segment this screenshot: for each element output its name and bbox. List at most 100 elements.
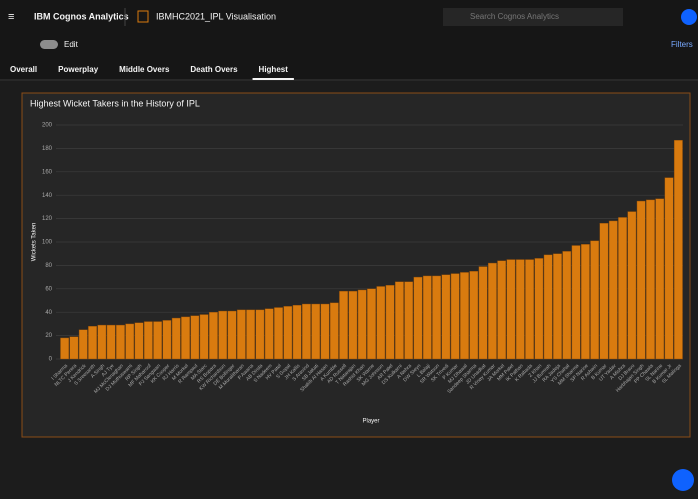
bar [106,324,116,360]
bar [134,322,144,360]
bar [655,198,665,360]
bar [376,286,386,360]
y-tick-label: 80 [45,263,52,269]
report-icon [137,10,149,23]
menu-icon[interactable]: ≡ [8,11,14,23]
tab[interactable]: Highest [259,65,289,74]
y-tick-label: 200 [42,123,53,129]
y-tick-label: 140 [42,193,53,199]
bar [348,290,358,360]
y-tick-label: 0 [49,357,53,363]
chat-button[interactable] [672,469,694,491]
y-tick-label: 60 [45,286,52,292]
report-name[interactable]: IBMHC2021_IPL Visualisation [156,11,276,21]
brand: IBM Cognos Analytics [34,11,129,21]
y-axis-label: Wickets Taken [32,223,38,262]
bar [580,244,590,360]
bar [339,290,348,360]
bar [274,307,283,360]
bar [627,211,637,360]
bar [497,260,507,360]
y-tick-label: 120 [42,216,53,222]
chart-panel [21,92,691,438]
y-tick-label: 20 [45,333,52,339]
search-placeholder: Search Cognos Analytics [470,12,559,21]
bar [292,304,302,360]
bar [487,262,497,360]
bar [218,310,228,360]
search-box[interactable] [443,8,623,26]
y-tick-label: 40 [45,310,52,316]
bar [534,258,544,360]
bar [599,223,609,360]
bar [413,276,423,360]
avatar[interactable] [681,9,697,25]
x-axis-label: Player [362,419,379,425]
bar [320,303,330,360]
bar [171,317,181,360]
bar [255,309,265,360]
bar [515,259,525,360]
bar [432,275,441,360]
tab[interactable]: Middle Overs [119,65,170,74]
bar [60,337,70,360]
bar [357,289,367,360]
bar [478,266,488,360]
bar [264,308,274,360]
bar [69,336,79,360]
tab[interactable]: Overall [10,65,37,74]
bar [367,288,376,360]
bar [181,316,190,360]
bar [460,272,469,360]
bar [385,285,395,360]
bar [311,303,321,360]
y-tick-label: 160 [42,169,53,175]
bar [673,140,683,360]
edit-toggle[interactable] [40,40,58,49]
bar [246,309,256,360]
bar [441,274,451,360]
tab[interactable]: Death Overs [190,65,238,74]
bar [525,259,534,360]
filters[interactable]: Filters [671,40,693,49]
tab-active-underline [252,78,294,80]
y-tick-label: 100 [42,240,53,246]
bar [209,312,218,360]
bar [395,281,404,360]
bar [618,217,627,360]
bar [562,251,572,360]
bar [227,310,237,360]
bar [283,306,293,360]
bar [153,321,163,360]
bar [116,324,125,360]
toolbar [0,32,698,58]
bar [506,259,516,360]
bar [422,275,432,360]
bar [329,302,339,360]
chart-title: Highest Wicket Takers in the History of … [30,98,200,108]
bar [199,314,209,360]
bar [664,177,674,360]
bar [469,271,479,360]
bar [190,315,200,360]
bar [302,303,311,360]
bar [646,199,655,360]
bar [571,245,581,360]
bar [143,321,153,360]
bar [78,329,88,360]
bar [97,324,107,360]
bar [636,200,646,360]
bar [404,281,414,360]
bar [553,253,562,360]
tab[interactable]: Powerplay [58,65,99,74]
bar [162,320,172,360]
bar [88,326,97,360]
bar [125,323,135,360]
bar [450,273,460,360]
bar [590,240,600,360]
bar [543,254,553,360]
bar [608,220,618,360]
edit-label: Edit [64,40,79,49]
bar [236,309,246,360]
